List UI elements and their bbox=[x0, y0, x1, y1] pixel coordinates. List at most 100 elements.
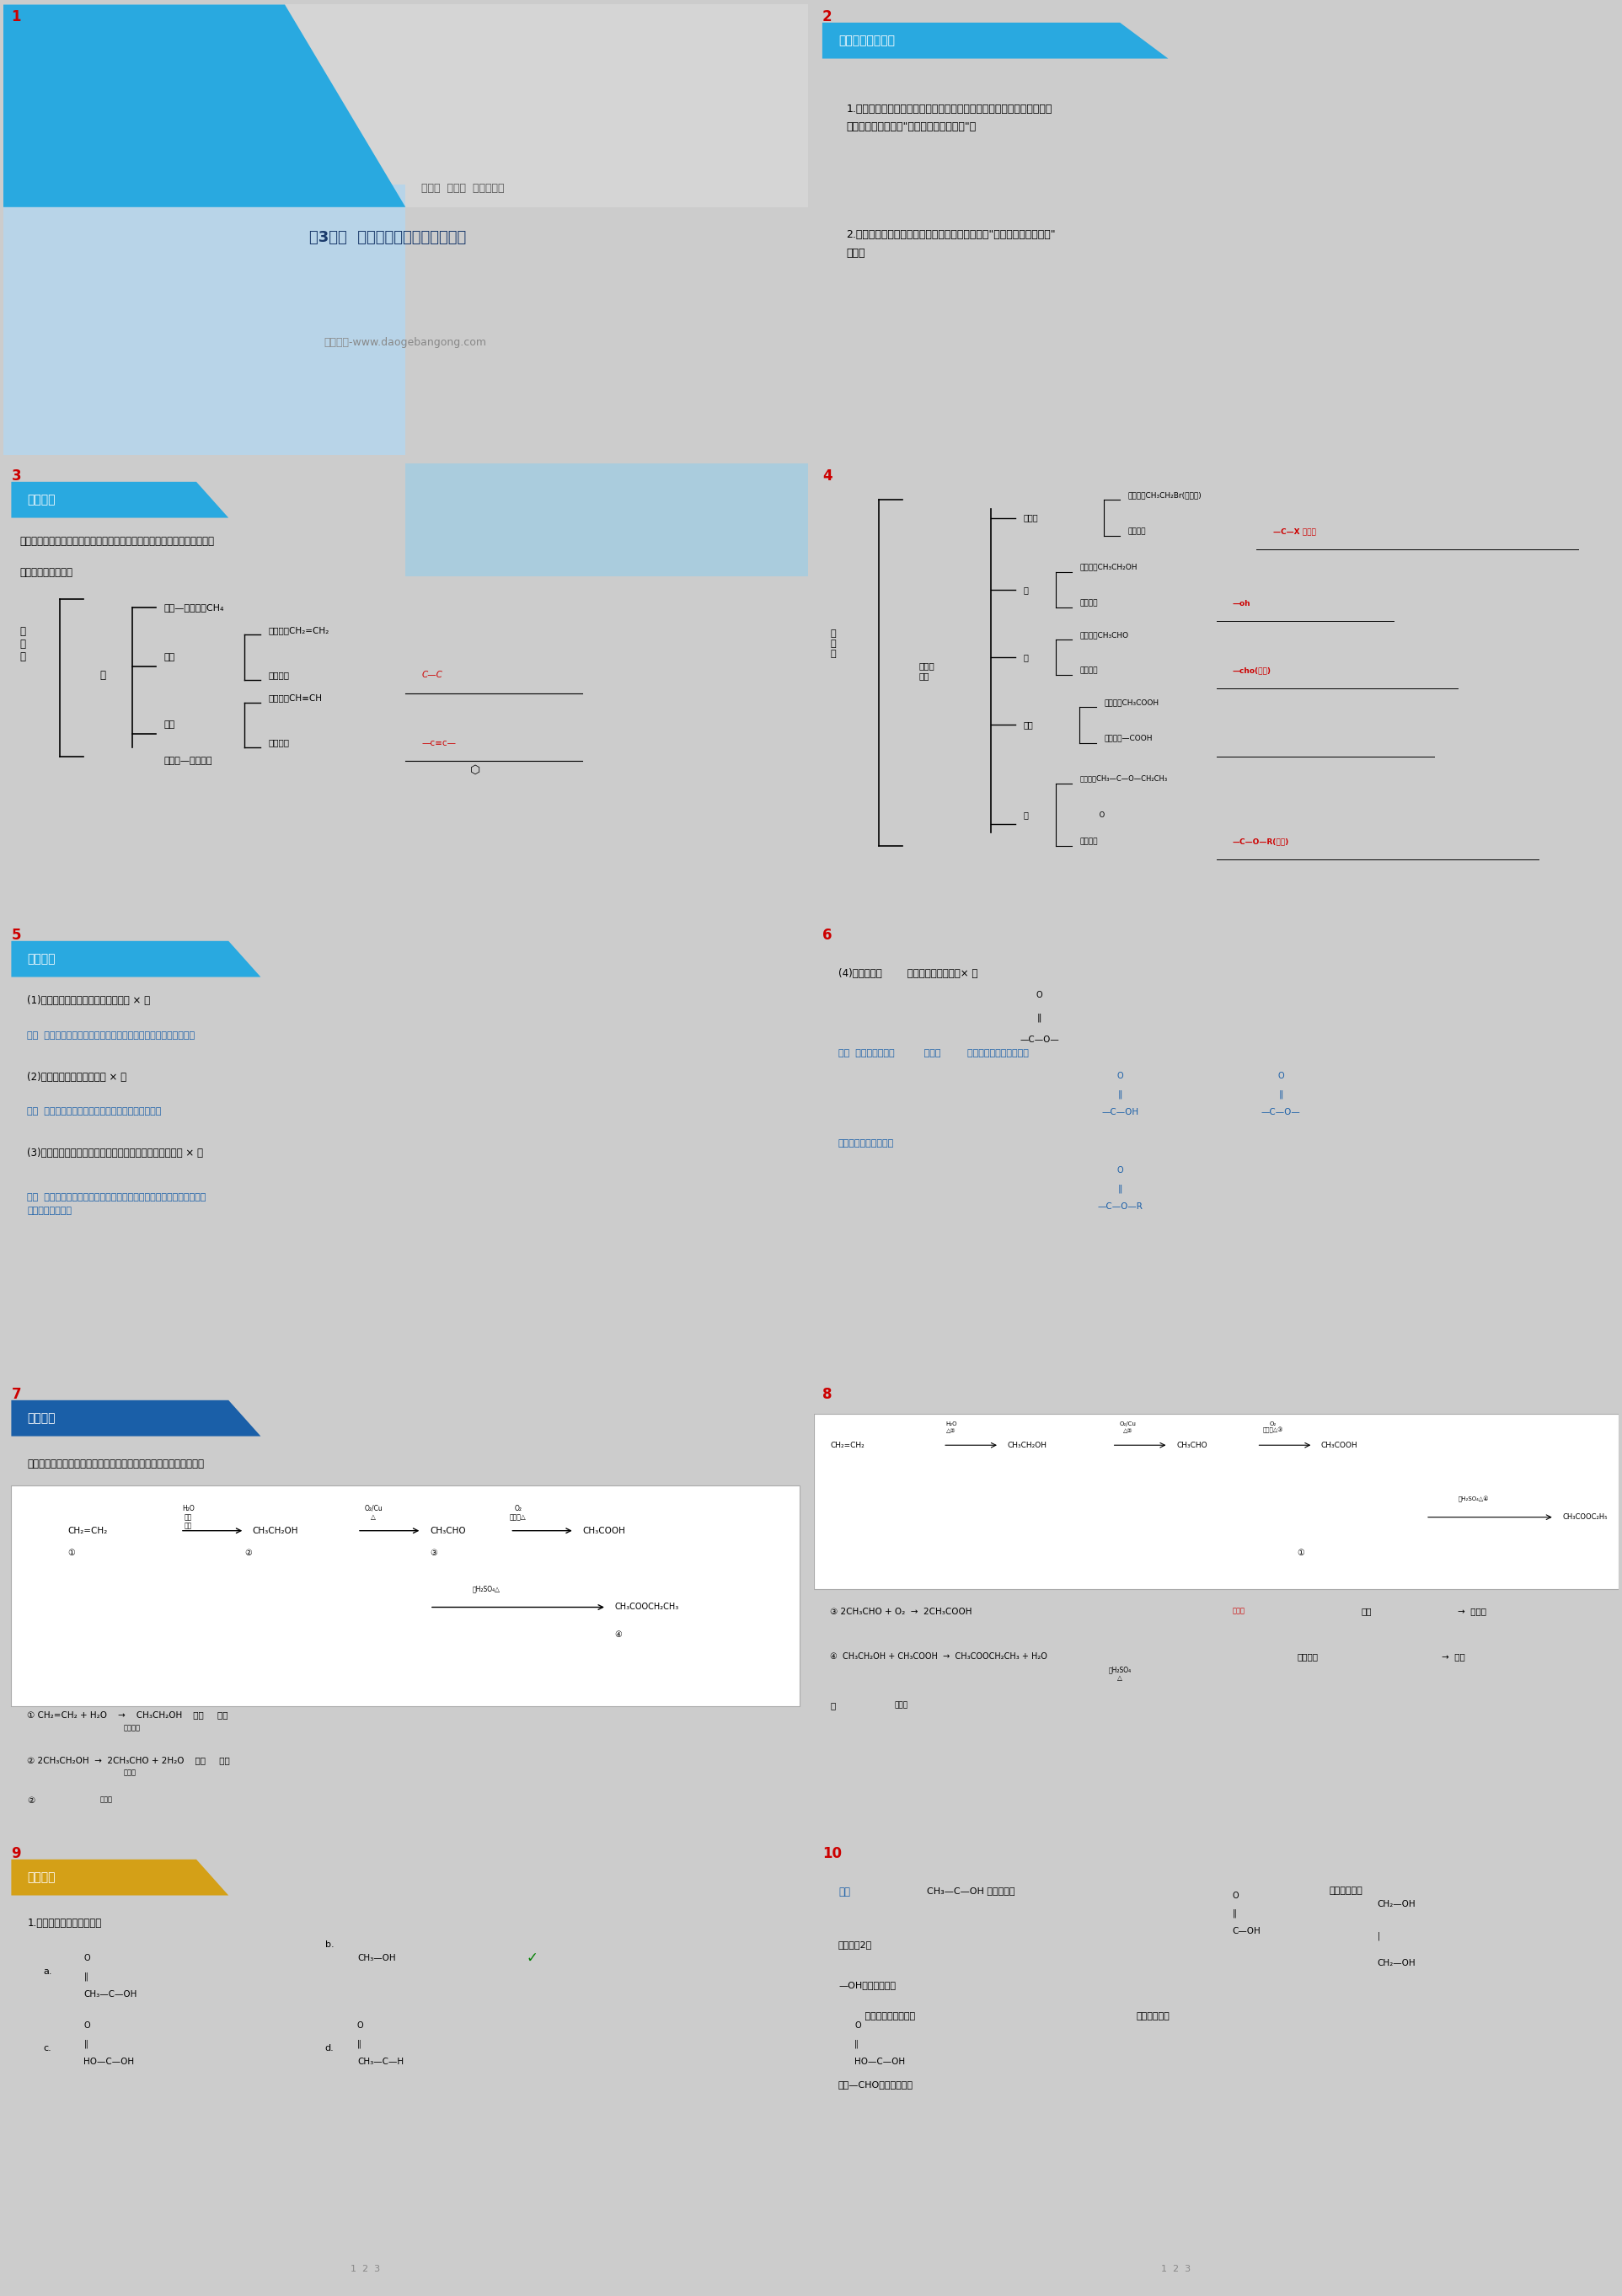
Text: CH₃COOC₂H₅: CH₃COOC₂H₅ bbox=[1562, 1513, 1607, 1520]
Polygon shape bbox=[3, 5, 406, 207]
Text: (3)乙醇和乙酸分子都含有羟基，故它们属于同一类物质（ × ）: (3)乙醇和乙酸分子都含有羟基，故它们属于同一类物质（ × ） bbox=[28, 1148, 203, 1159]
FancyBboxPatch shape bbox=[406, 464, 808, 576]
Text: 代表物：CH₃CHO: 代表物：CH₃CHO bbox=[1080, 631, 1129, 638]
Text: CH₃COOH: CH₃COOH bbox=[582, 1527, 626, 1536]
Text: CH₃CHO: CH₃CHO bbox=[430, 1527, 466, 1536]
Text: 根据有机物分子中所含官能团不同，常见有机化合物有如下分类，并写出官: 根据有机物分子中所含官能团不同，常见有机化合物有如下分类，并写出官 bbox=[19, 535, 214, 546]
Text: |: | bbox=[1377, 1931, 1380, 1940]
Text: —C—O—: —C—O— bbox=[1020, 1035, 1059, 1045]
Text: O: O bbox=[357, 2023, 363, 2030]
Text: ④  CH₃CH₂OH + CH₃COOH  →  CH₃COOCH₂CH₃ + H₂O: ④ CH₃CH₂OH + CH₃COOH → CH₃COOCH₂CH₃ + H₂… bbox=[830, 1653, 1048, 1660]
Text: O₂/Cu
△: O₂/Cu △ bbox=[365, 1504, 383, 1520]
Text: 烃的衍
生物: 烃的衍 生物 bbox=[918, 661, 934, 680]
Text: →  酯类: → 酯类 bbox=[1442, 1653, 1465, 1660]
Text: 第3课时  官能团与有机化合物的分类: 第3课时 官能团与有机化合物的分类 bbox=[308, 230, 466, 246]
Text: —OH，属于醇类；: —OH，属于醇类； bbox=[839, 1981, 895, 1988]
Text: 官能团：: 官能团： bbox=[1127, 528, 1147, 535]
Text: ③ 2CH₃CHO + O₂  →  2CH₃COOH: ③ 2CH₃CHO + O₂ → 2CH₃COOH bbox=[830, 1607, 972, 1616]
Text: 8: 8 bbox=[822, 1387, 832, 1403]
Text: 催化剂: 催化剂 bbox=[1233, 1607, 1246, 1614]
Text: ③: ③ bbox=[430, 1550, 436, 1557]
Text: O₂
催化剂△③: O₂ 催化剂△③ bbox=[1262, 1421, 1283, 1433]
Text: 烷烃—代表物：CH₄: 烷烃—代表物：CH₄ bbox=[164, 604, 224, 613]
Text: CH₃CH₂OH: CH₃CH₂OH bbox=[1007, 1442, 1046, 1449]
Text: CH₂=CH₂: CH₂=CH₂ bbox=[68, 1527, 107, 1536]
Text: 6: 6 bbox=[822, 928, 832, 944]
Text: 浓H₂SO₄
△: 浓H₂SO₄ △ bbox=[1108, 1665, 1132, 1683]
Polygon shape bbox=[822, 23, 1168, 60]
Text: CH₃—C—OH 的官能团为: CH₃—C—OH 的官能团为 bbox=[926, 1887, 1015, 1894]
Text: 类分子中含有官能团为: 类分子中含有官能团为 bbox=[839, 1139, 894, 1148]
Text: O₂
催化剂△: O₂ 催化剂△ bbox=[509, 1504, 527, 1520]
Text: 转化为: 转化为 bbox=[101, 1795, 112, 1805]
Text: 基（—CHO），为醛类。: 基（—CHO），为醛类。 bbox=[839, 2080, 913, 2089]
Text: 官能团：: 官能团： bbox=[1080, 599, 1098, 606]
Text: 代表物：CH₃COOH: 代表物：CH₃COOH bbox=[1105, 698, 1158, 707]
Text: 1: 1 bbox=[11, 9, 21, 25]
Text: O: O bbox=[1116, 1166, 1122, 1176]
Text: C—C: C—C bbox=[422, 670, 443, 680]
Text: 代表物：CH₃CH₂Br(溴乙烷): 代表物：CH₃CH₂Br(溴乙烷) bbox=[1127, 491, 1202, 498]
Text: ‖: ‖ bbox=[1036, 1013, 1041, 1022]
Text: 7: 7 bbox=[11, 1387, 21, 1403]
Text: a.: a. bbox=[44, 1968, 52, 1977]
Text: 为碳酸，不为醇类；: 为碳酸，不为醇类； bbox=[839, 2011, 915, 2020]
Text: —C—OH: —C—OH bbox=[1101, 1107, 1139, 1116]
Text: —cho(醛基): —cho(醛基) bbox=[1233, 668, 1272, 675]
Text: —c≡c—: —c≡c— bbox=[422, 739, 456, 746]
Text: CH₃—C—OH: CH₃—C—OH bbox=[84, 1991, 138, 1998]
Text: O: O bbox=[84, 2023, 91, 2030]
Text: ‖: ‖ bbox=[1118, 1091, 1122, 1097]
Text: ‖: ‖ bbox=[1278, 1091, 1283, 1097]
Text: ④: ④ bbox=[615, 1630, 623, 1639]
Text: 炔烃: 炔烃 bbox=[164, 721, 175, 730]
Text: 提示  羧酸分子中含有          也存在         结构，但不属于酯类，酯: 提示 羧酸分子中含有 也存在 结构，但不属于酯类，酯 bbox=[839, 1049, 1028, 1058]
Text: 写出如下转化中反应的化学方程式，并分析官能团及有机物类别变化: 写出如下转化中反应的化学方程式，并分析官能团及有机物类别变化 bbox=[28, 1458, 204, 1469]
Text: H₂O
一定
条件: H₂O 一定 条件 bbox=[182, 1504, 195, 1529]
Text: 一定条件: 一定条件 bbox=[123, 1724, 141, 1731]
Polygon shape bbox=[11, 482, 229, 519]
Text: 官能团：: 官能团： bbox=[1080, 668, 1098, 675]
Text: 浓H₂SO₄△④: 浓H₂SO₄△④ bbox=[1458, 1497, 1489, 1502]
Text: —C—O—: —C—O— bbox=[1262, 1107, 1301, 1116]
FancyBboxPatch shape bbox=[11, 1486, 800, 1706]
Text: 理解应用: 理解应用 bbox=[28, 1412, 55, 1424]
Text: ①: ① bbox=[1298, 1550, 1304, 1557]
Text: 芳香烃—代表物：: 芳香烃—代表物： bbox=[164, 755, 212, 765]
Text: O: O bbox=[1080, 810, 1105, 820]
Text: 4: 4 bbox=[822, 468, 832, 484]
Text: (2)芳香烃的官能团为苯环（ × ）: (2)芳香烃的官能团为苯环（ × ） bbox=[28, 1072, 127, 1081]
Text: ①: ① bbox=[68, 1550, 75, 1557]
Text: (1)含有碳碳双键的有机物属于烯烃（ × ）: (1)含有碳碳双键的有机物属于烯烃（ × ） bbox=[28, 994, 151, 1006]
Text: ‖: ‖ bbox=[84, 1972, 88, 1981]
Text: 卤代烃: 卤代烃 bbox=[1023, 514, 1038, 521]
Text: 跟踪强化: 跟踪强化 bbox=[28, 1871, 55, 1883]
Text: HO—C—OH: HO—C—OH bbox=[84, 2057, 135, 2066]
Text: 核心素养发展目标: 核心素养发展目标 bbox=[839, 34, 895, 46]
Text: CH₂—OH: CH₂—OH bbox=[1377, 1958, 1416, 1968]
FancyBboxPatch shape bbox=[3, 5, 808, 207]
Text: 9: 9 bbox=[11, 1846, 21, 1862]
Text: ‖: ‖ bbox=[357, 2039, 362, 2048]
Text: ②: ② bbox=[28, 1795, 36, 1805]
Text: O: O bbox=[1036, 992, 1043, 999]
Text: 官能团：: 官能团： bbox=[269, 739, 290, 746]
Text: 知识梳理: 知识梳理 bbox=[28, 494, 55, 505]
Text: 的官能团为醛: 的官能团为醛 bbox=[1135, 2011, 1169, 2020]
Text: 1.下列有机物属于醇类的是: 1.下列有机物属于醇类的是 bbox=[28, 1917, 102, 1929]
Text: ，属于羧酸；: ，属于羧酸； bbox=[1328, 1887, 1362, 1894]
Text: 醛类: 醛类 bbox=[1361, 1607, 1372, 1616]
Text: O: O bbox=[1278, 1072, 1285, 1079]
Text: O: O bbox=[1233, 1892, 1239, 1899]
Polygon shape bbox=[11, 1860, 229, 1896]
Text: 2: 2 bbox=[822, 9, 832, 25]
Text: 第七章  第三节  乙醇与乙酸: 第七章 第三节 乙醇与乙酸 bbox=[422, 184, 504, 193]
Text: H₂O
△②: H₂O △② bbox=[946, 1421, 957, 1433]
Text: 代表物：CH₂=CH₂: 代表物：CH₂=CH₂ bbox=[269, 627, 329, 634]
Text: 醇: 醇 bbox=[1023, 585, 1028, 595]
Text: CH₃CHO: CH₃CHO bbox=[1176, 1442, 1207, 1449]
Text: 转化为: 转化为 bbox=[123, 1770, 136, 1777]
Polygon shape bbox=[11, 1401, 261, 1437]
Text: CH₃CH₂OH: CH₃CH₂OH bbox=[253, 1527, 298, 1536]
Text: 判断正误: 判断正误 bbox=[28, 953, 55, 964]
